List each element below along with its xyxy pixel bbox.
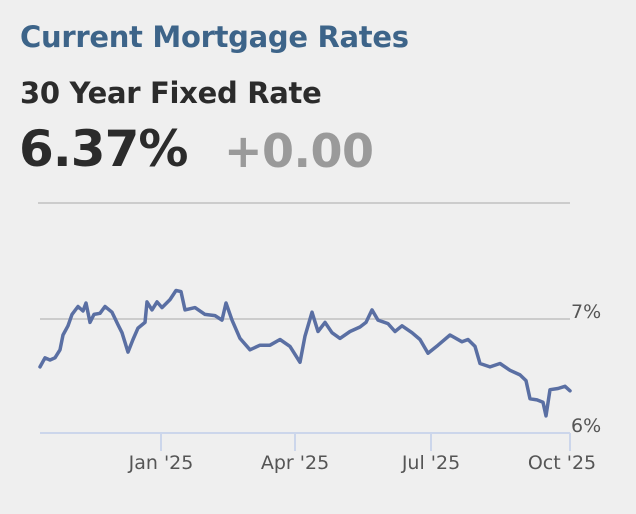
rate-change-value: +0.00 [224,124,374,178]
page-title: Current Mortgage Rates [20,20,409,54]
current-rate-value: 6.37% [19,120,188,178]
x-tick-apr: Apr '25 [261,452,329,474]
x-axis-ticks [160,433,571,451]
rate-series-line[interactable] [38,288,572,418]
rate-type-label: 30 Year Fixed Rate [20,76,322,110]
header-divider [38,202,570,204]
x-tick-oct: Oct '25 [528,452,596,474]
x-tick-jan: Jan '25 [128,452,194,474]
y-tick-7: 7% [571,301,601,323]
y-tick-6: 6% [571,415,601,437]
x-tick-jul: Jul '25 [401,452,460,474]
